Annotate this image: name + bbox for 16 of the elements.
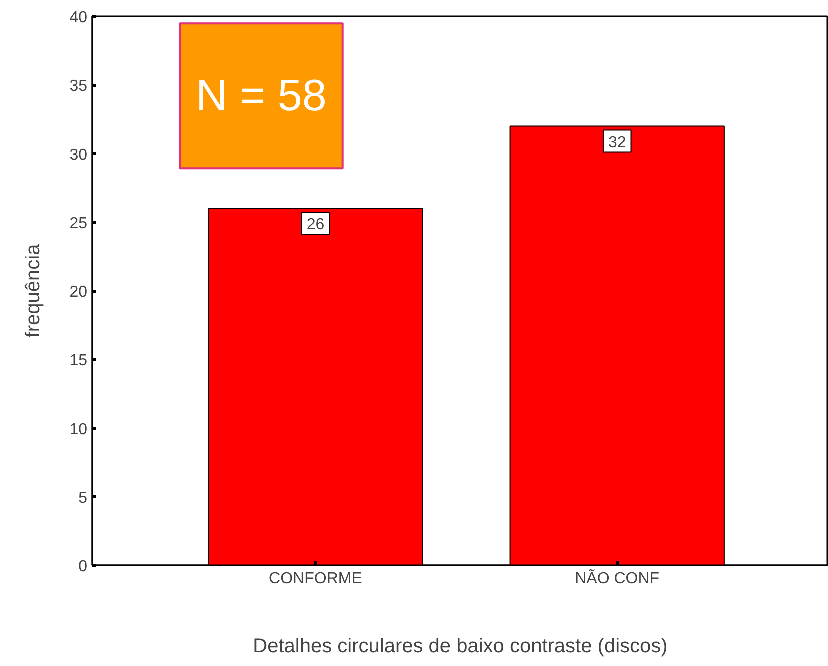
x-axis-title: Detalhes circulares de baixo contraste (discos) (253, 636, 668, 658)
x-tick-label: CONFORME (269, 570, 362, 588)
data-label: 26 (306, 216, 325, 234)
y-tick-label: 30 (70, 146, 88, 164)
y-tick-label: 25 (70, 215, 88, 232)
y-axis-title: frequência (22, 243, 45, 338)
y-tick-label: 40 (70, 10, 88, 26)
y-tick-label: 5 (78, 490, 88, 507)
data-label: 32 (608, 134, 626, 152)
annotation: N = 58 (196, 72, 327, 121)
y-tick-label: 0 (78, 558, 88, 576)
y-tick-label: 15 (70, 352, 88, 370)
y-tick-label: 35 (70, 78, 88, 96)
x-tick-label: NÃO CONF (575, 568, 660, 588)
y-tick-label: 10 (70, 421, 88, 438)
y-tick-label: 20 (70, 284, 88, 301)
